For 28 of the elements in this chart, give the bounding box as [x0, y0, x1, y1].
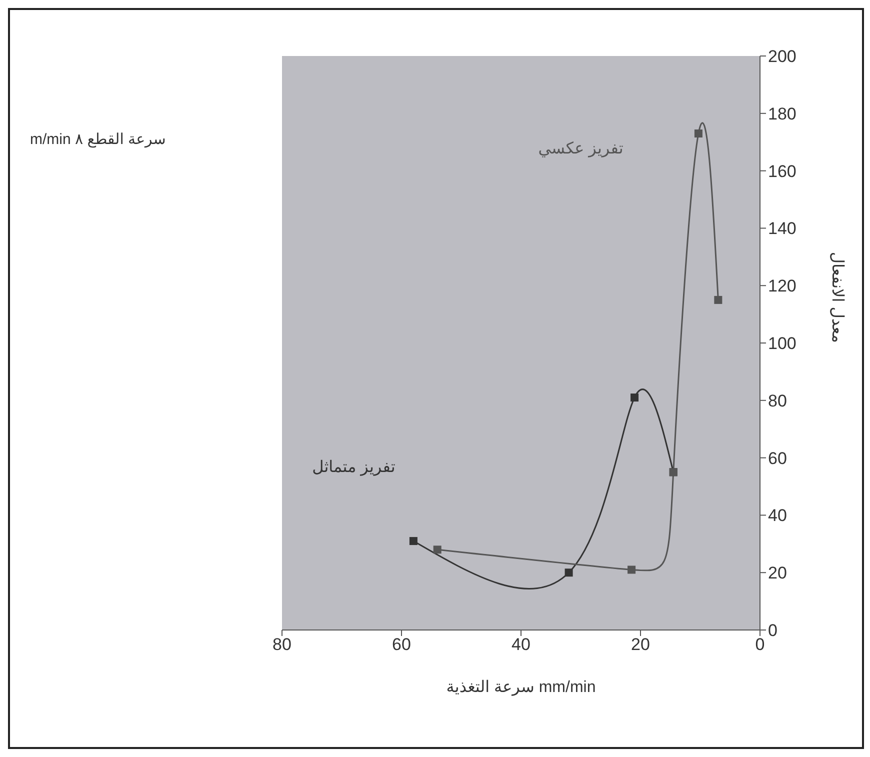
- x-axis-title: سرعة التغذية mm/min: [446, 679, 596, 696]
- x-tick-label: 60: [392, 635, 411, 654]
- y-tick-label: 100: [768, 334, 796, 354]
- x-tick-label: 0: [755, 635, 765, 654]
- point: [433, 546, 442, 554]
- text: تفريز متماثل: [312, 459, 396, 476]
- point: [409, 537, 418, 546]
- point: [628, 566, 636, 574]
- y-tick-label: 160: [768, 162, 796, 181]
- y-tick-label: 40: [768, 506, 787, 526]
- text: سرعة القطع ٨ m/min: [30, 130, 166, 148]
- y-tick-label: 80: [768, 391, 787, 410]
- point: [564, 568, 573, 577]
- y-tick-label: 200: [768, 47, 796, 66]
- y-tick-label: 120: [768, 276, 796, 296]
- y-tick-label: 60: [768, 448, 787, 468]
- point: [714, 296, 722, 304]
- text: تفريز عكسي: [538, 140, 624, 158]
- x-tick-label: 40: [512, 635, 530, 654]
- point: [694, 129, 702, 138]
- y-tick-label: 140: [768, 219, 796, 238]
- y-tick-label: 0: [768, 621, 778, 640]
- x-tick-label: 20: [631, 635, 650, 654]
- y-tick-label: 180: [768, 104, 796, 124]
- point: [630, 394, 639, 402]
- y-axis-title: معدل الانفعال: [828, 252, 846, 343]
- x-tick-label: 80: [272, 635, 292, 654]
- y-tick-label: 20: [768, 564, 787, 583]
